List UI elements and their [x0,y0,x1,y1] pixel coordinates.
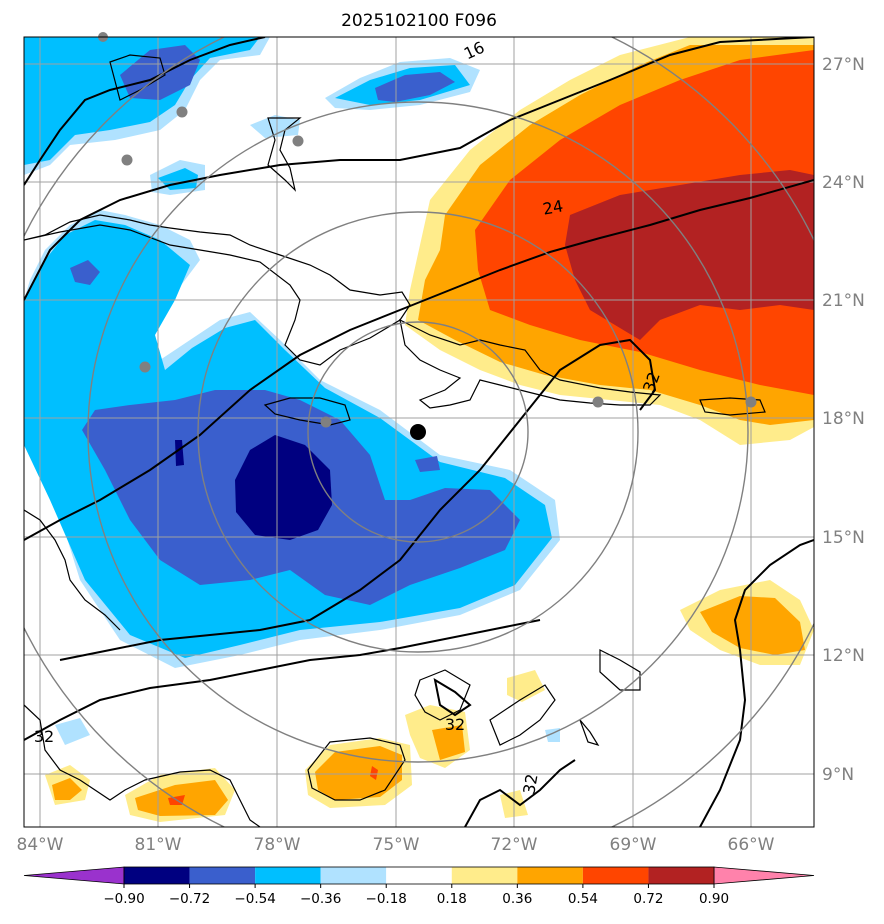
colorbar-segment [189,867,256,884]
lat-label: 9°N [822,765,854,785]
lon-label: 78°W [254,835,301,855]
colorbar-segment [451,867,518,884]
anomaly-negative-054-patch [415,456,440,472]
anomaly-negative-072-speck [175,440,184,466]
anomaly-positive-054-speck [370,766,378,780]
anomaly-negative-072 [235,435,332,540]
lat-label: 24°N [822,173,865,193]
colorbar: −0.90 −0.72 −0.54 −0.36 −0.18 0.18 0.36 0.54 0.7… [23,866,815,907]
latitude-labels: 27°N 24°N 21°N 18°N 15°N 12°N 9°N [822,55,865,785]
lon-label: 72°W [491,835,538,855]
lat-label: 27°N [822,55,865,75]
colorbar-segment [517,867,583,884]
contour-label-24: 24 [541,196,564,218]
lon-label: 66°W [728,835,775,855]
anomaly-negative-036-patch [158,168,198,190]
colorbar-tick-label: 0.90 [699,891,729,907]
storm-center-marker [410,424,426,440]
range-rings [24,37,814,827]
lat-label: 18°N [822,409,865,429]
contour-label-32: 32 [519,772,541,795]
colorbar-segment [386,867,452,884]
colorbar-tick-label: 0.54 [568,891,598,907]
anomaly-negative-054-patch [120,45,200,100]
lat-label: 12°N [822,646,865,666]
station-marker [139,361,151,373]
height-contours [24,37,814,827]
lon-label: 75°W [373,835,420,855]
lon-label: 84°W [17,835,64,855]
contour-label-32: 32 [445,715,465,734]
station-marker [121,154,133,166]
station-marker [745,396,757,408]
station-markers [98,32,757,428]
colorbar-tick-label: −0.18 [366,891,407,907]
colorbar-tick-label: 0.72 [633,891,663,907]
colorbar-extension-max [713,866,815,885]
anomaly-positive-018-patch [507,670,545,702]
colorbar-tick-label: 0.36 [502,891,532,907]
colorbar-tick-label: −0.54 [234,891,275,907]
anomaly-negative-054-patch [70,260,100,285]
colorbar-outline [123,866,715,885]
station-marker [176,106,188,118]
contour-label-32: 32 [34,727,54,746]
station-marker [592,396,604,408]
colorbar-tick-label: 0.18 [437,891,467,907]
lon-label: 69°W [610,835,657,855]
lat-label: 21°N [822,291,865,311]
colorbar-tick-label: −0.72 [169,891,210,907]
figure-title: 2025102100 F096 [341,11,497,31]
colorbar-segment [255,867,321,884]
colorbar-tick-label: −0.90 [103,891,144,907]
colorbar-segment [648,867,714,884]
colorbar-extension-min [23,866,125,885]
lon-label: 81°W [135,835,182,855]
anomaly-negative-054-patch [375,72,455,102]
colorbar-tick-label: −0.36 [300,891,341,907]
colorbar-segment [582,867,649,884]
colorbar-segment [124,867,190,884]
map-frame [23,36,815,828]
lat-label: 15°N [822,528,865,548]
longitude-labels: 84°W 81°W 78°W 75°W 72°W 69°W 66°W [17,835,775,855]
graticule [24,37,814,827]
anomaly-positive-072 [565,170,814,340]
colorbar-segment [320,867,387,884]
anomaly-negative-018-patch [250,115,300,138]
anomaly-negative-018-patch [55,718,90,745]
anomaly-positive-036-patch [700,596,805,655]
station-marker [320,416,332,428]
station-marker [292,135,304,147]
anomaly-positive-036-patch [432,725,465,760]
anomaly-positive-036-patch [52,778,82,800]
anomaly-negative-036-patch [24,37,260,165]
